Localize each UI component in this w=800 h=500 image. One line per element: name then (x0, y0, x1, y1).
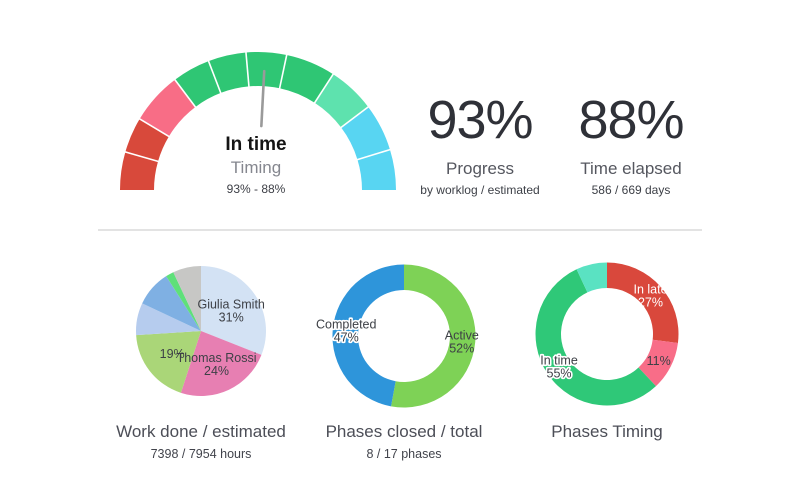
time-elapsed-value: 88% (578, 90, 684, 150)
svg-text:11%: 11% (647, 354, 671, 368)
progress-stat: 93% Progress by worklog / estimated (388, 90, 572, 197)
progress-value: 93% (427, 90, 533, 150)
phases-closed-title: Phases closed / total (325, 422, 483, 441)
section-divider (98, 229, 702, 231)
time-elapsed-subtitle: 586 / 669 days (591, 183, 671, 197)
timing-gauge-canvas (120, 51, 396, 190)
phases-closed-donut-canvas: Active 52% Completed 47% (314, 264, 479, 408)
progress-subtitle: by worklog / estimated (420, 183, 540, 197)
timing-gauge-caption: In time Timing 93% - 88% (156, 134, 356, 197)
work-done-caption: Work done / estimated 7398 / 7954 hours (91, 422, 311, 462)
phases-closed-subtitle: 8 / 17 phases (366, 447, 442, 461)
gauge-range-label: 93% - 88% (226, 182, 286, 196)
progress-label: Progress (445, 159, 515, 178)
time-elapsed-stat: 88% Time elapsed 586 / 669 days (539, 90, 723, 197)
phases-timing-caption: Phases Timing (497, 422, 717, 447)
time-elapsed-label: Time elapsed (580, 159, 682, 178)
work-done-title: Work done / estimated (116, 422, 286, 441)
gauge-title: Timing (230, 158, 282, 177)
work-done-pie-canvas: Giulia Smith 31% Thomas Rossi 24%19% (136, 266, 267, 397)
svg-text:19%: 19% (160, 347, 185, 361)
phases-closed-caption: Phases closed / total 8 / 17 phases (294, 422, 514, 462)
phases-timing-donut-canvas: In late 27% 11% In time 55% (535, 262, 679, 406)
gauge-status-label: In time (225, 134, 287, 155)
phases-timing-title: Phases Timing (551, 422, 663, 441)
work-done-subtitle: 7398 / 7954 hours (150, 447, 252, 461)
